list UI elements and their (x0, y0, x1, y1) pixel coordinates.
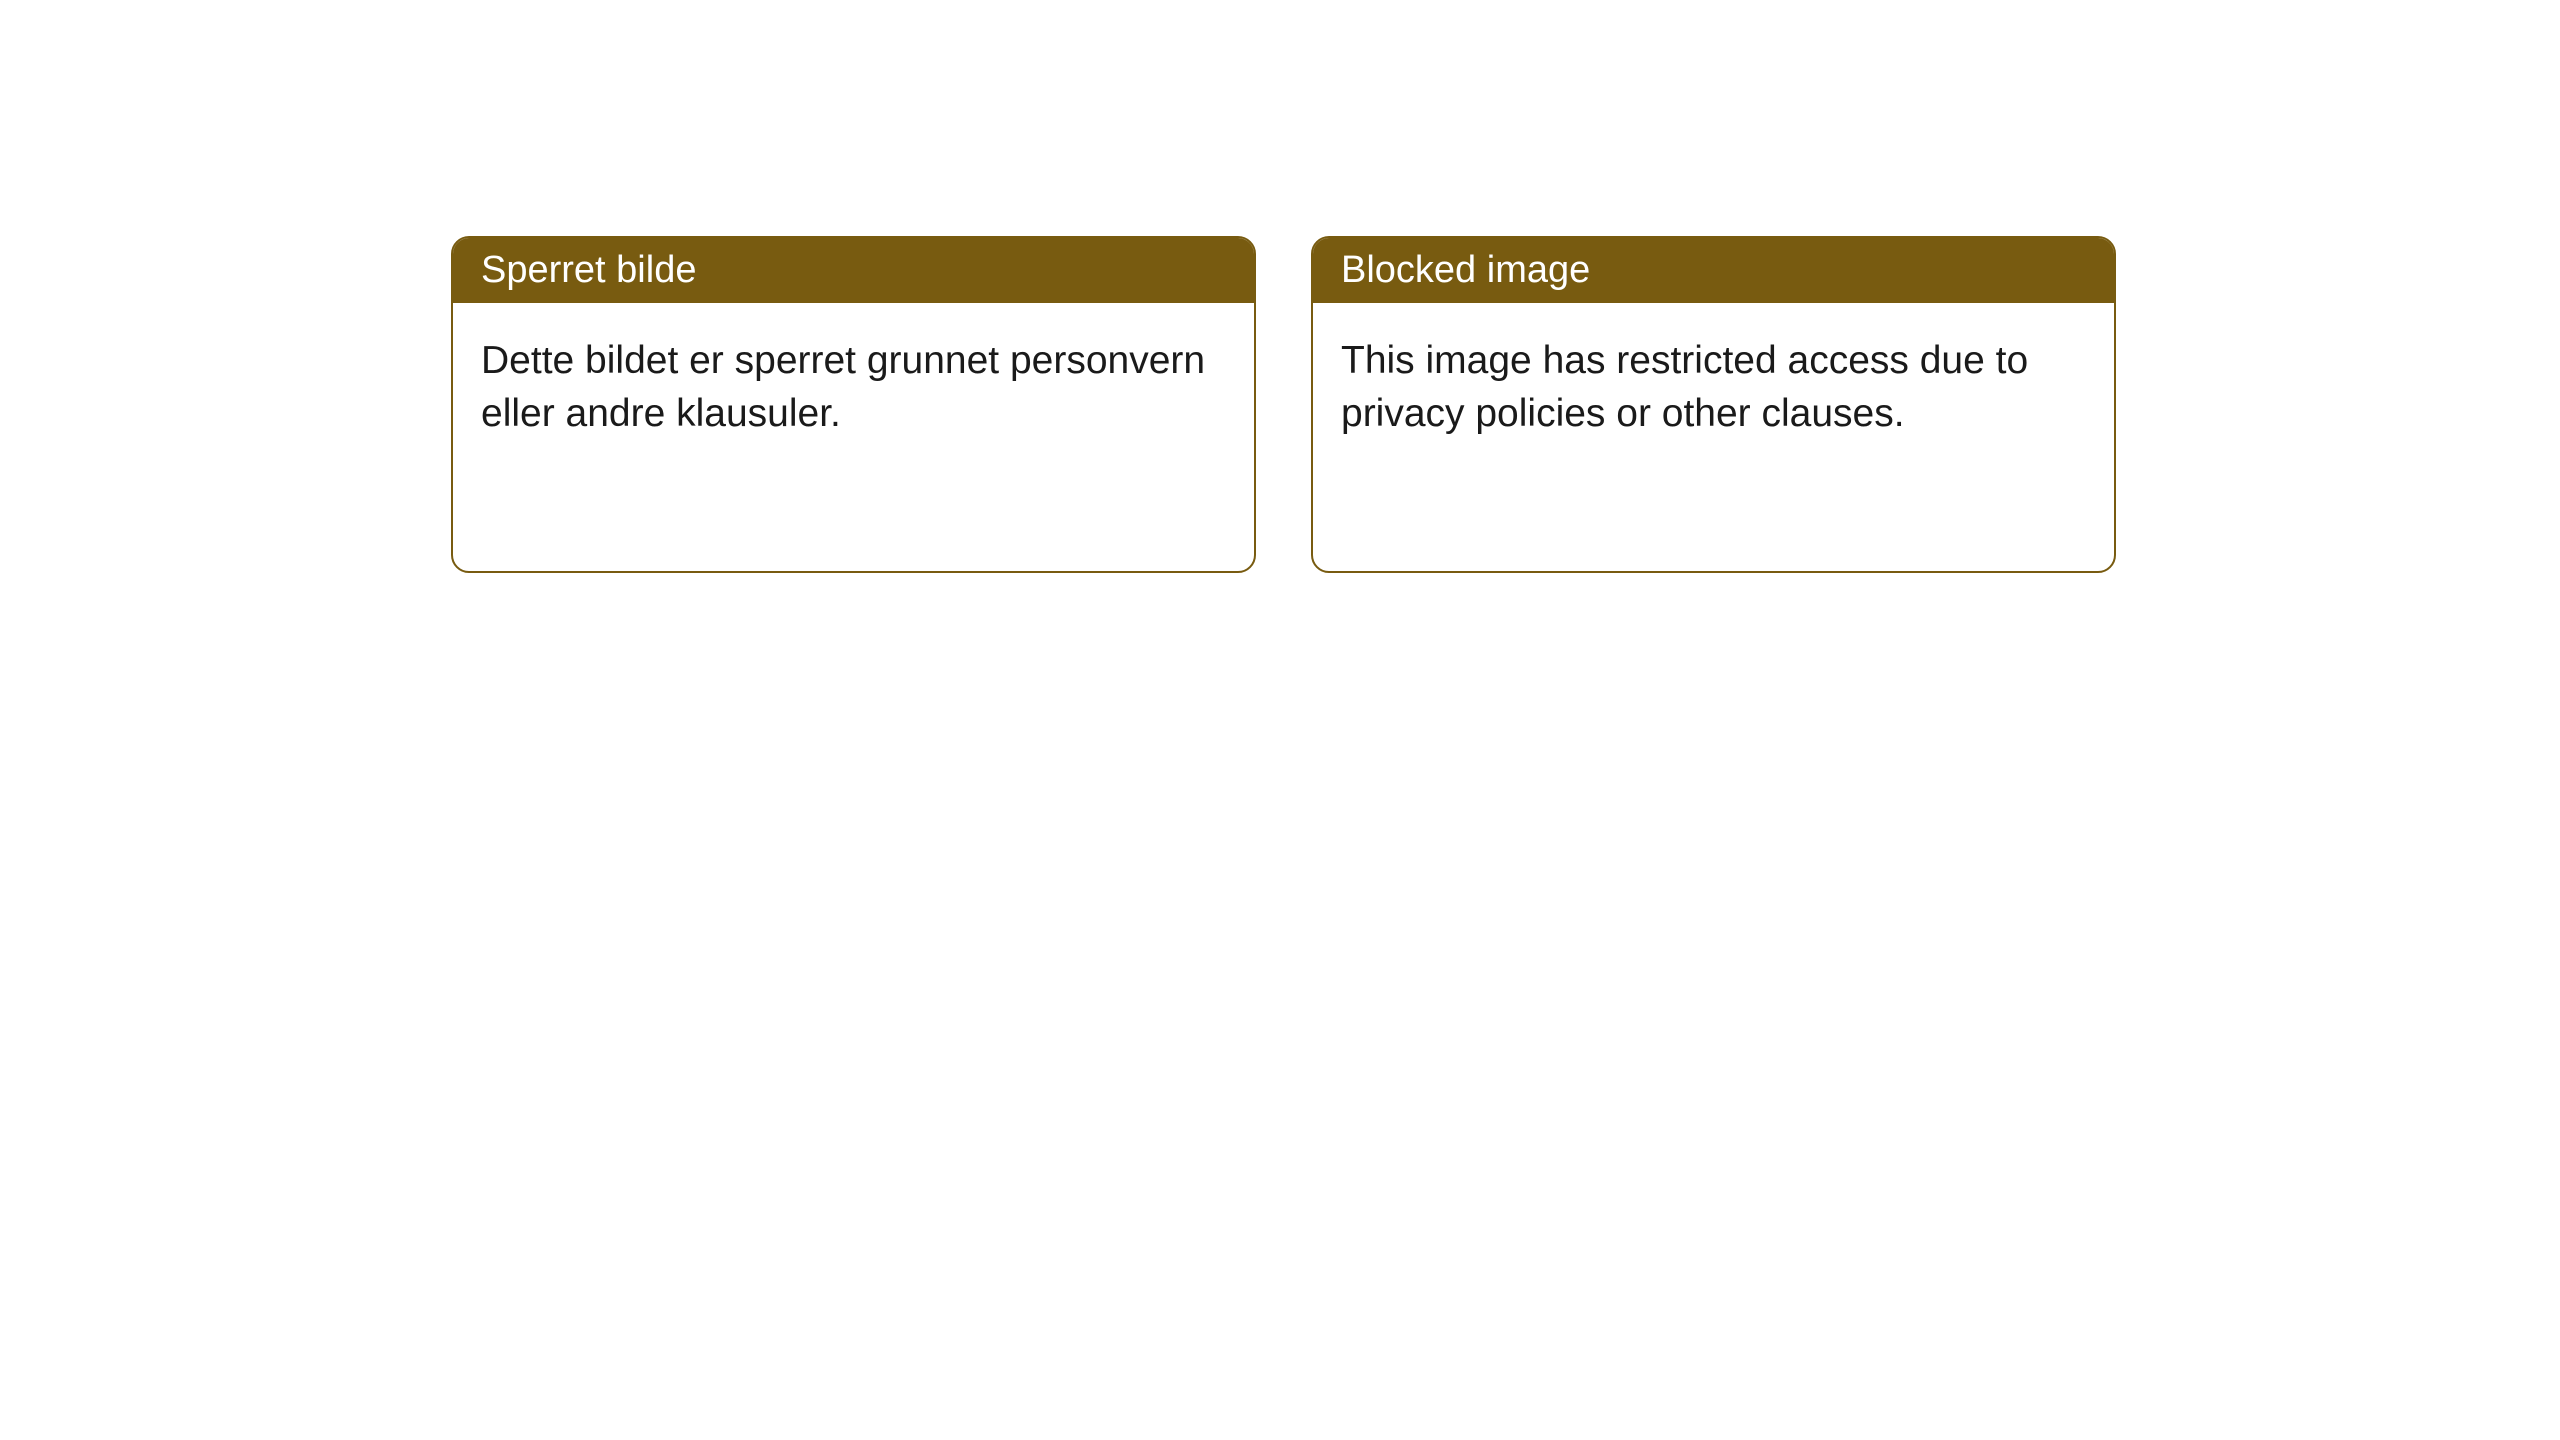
card-header-english: Blocked image (1313, 238, 2114, 303)
card-body-english: This image has restricted access due to … (1313, 303, 2114, 472)
card-body-norwegian: Dette bildet er sperret grunnet personve… (453, 303, 1254, 472)
card-header-norwegian: Sperret bilde (453, 238, 1254, 303)
notice-container: Sperret bilde Dette bildet er sperret gr… (451, 236, 2116, 573)
notice-card-norwegian: Sperret bilde Dette bildet er sperret gr… (451, 236, 1256, 573)
notice-card-english: Blocked image This image has restricted … (1311, 236, 2116, 573)
